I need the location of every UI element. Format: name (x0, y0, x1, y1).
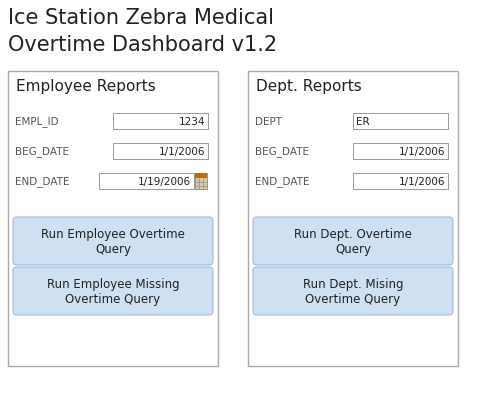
Text: DEPT: DEPT (255, 117, 282, 127)
Text: Run Employee Missing
Overtime Query: Run Employee Missing Overtime Query (47, 277, 180, 305)
Bar (353, 173, 448, 189)
Text: Run Dept. Mising
Overtime Query: Run Dept. Mising Overtime Query (303, 277, 403, 305)
Bar (195, 173, 207, 189)
Bar (99, 173, 194, 189)
Text: 1234: 1234 (179, 117, 205, 127)
FancyBboxPatch shape (253, 218, 453, 265)
Bar (353, 144, 448, 160)
Text: BEG_DATE: BEG_DATE (255, 146, 309, 157)
Bar (8, 72, 218, 366)
Text: Overtime Dashboard v1.2: Overtime Dashboard v1.2 (8, 35, 277, 55)
Text: Employee Reports: Employee Reports (16, 79, 156, 94)
Text: EMPL_ID: EMPL_ID (15, 116, 59, 127)
Text: END_DATE: END_DATE (255, 176, 310, 187)
Text: Run Dept. Overtime
Query: Run Dept. Overtime Query (294, 227, 412, 255)
Text: 1/1/2006: 1/1/2006 (158, 147, 205, 157)
Text: 1/1/2006: 1/1/2006 (398, 177, 445, 187)
Bar (353, 114, 448, 130)
Text: Ice Station Zebra Medical: Ice Station Zebra Medical (8, 8, 274, 28)
Text: Run Employee Overtime
Query: Run Employee Overtime Query (41, 227, 185, 255)
FancyBboxPatch shape (253, 267, 453, 315)
Bar (113, 114, 208, 130)
FancyBboxPatch shape (13, 267, 213, 315)
Text: Dept. Reports: Dept. Reports (256, 79, 362, 94)
Text: 1/19/2006: 1/19/2006 (138, 177, 191, 187)
Text: 1/1/2006: 1/1/2006 (398, 147, 445, 157)
Bar (113, 144, 208, 160)
Bar (248, 72, 458, 366)
Text: BEG_DATE: BEG_DATE (15, 146, 69, 157)
FancyBboxPatch shape (13, 218, 213, 265)
Text: END_DATE: END_DATE (15, 176, 70, 187)
Text: ER: ER (356, 117, 370, 127)
Bar (195, 173, 207, 179)
